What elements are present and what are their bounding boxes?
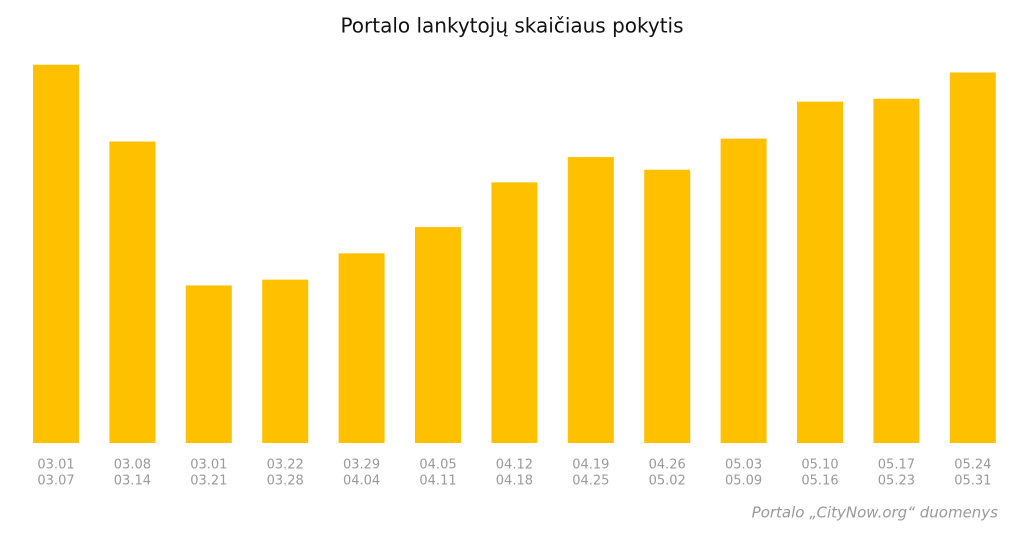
x-tick-label: 03.01 — [37, 458, 74, 473]
x-tick-label: 03.28 — [267, 474, 304, 489]
bar — [185, 285, 232, 443]
chart-title: Portalo lankytojų skaičiaus pokytis — [340, 14, 683, 38]
x-tick-label: 03.22 — [267, 458, 304, 473]
x-tick-label: 04.12 — [496, 458, 533, 473]
x-tick-label: 05.24 — [954, 458, 991, 473]
bar — [644, 169, 691, 444]
bar — [109, 141, 156, 443]
x-tick-label: 03.07 — [37, 474, 74, 489]
bar — [797, 101, 843, 443]
x-tick-label: 04.11 — [419, 474, 456, 489]
x-tick-label: 03.14 — [114, 474, 151, 489]
x-tick-label: 04.05 — [419, 458, 456, 473]
x-tick-label: 05.17 — [878, 458, 915, 473]
bar — [415, 227, 461, 443]
x-tick-label: 05.16 — [801, 474, 838, 489]
bar — [33, 64, 79, 443]
bar — [491, 182, 538, 443]
x-tick-label: 04.19 — [572, 458, 609, 473]
x-tick-label: 03.01 — [190, 458, 227, 473]
bar — [949, 72, 996, 443]
x-tick-label: 04.04 — [343, 474, 380, 489]
x-tick-label: 05.02 — [649, 474, 686, 489]
x-tick-label: 05.09 — [725, 474, 762, 489]
x-tick-label: 04.26 — [649, 458, 686, 473]
x-tick-label: 03.21 — [190, 474, 227, 489]
x-tick-label: 03.08 — [114, 458, 151, 473]
x-tick-label: 03.29 — [343, 458, 380, 473]
x-tick-label: 05.31 — [954, 474, 991, 489]
x-tick-label: 04.18 — [496, 474, 533, 489]
bar — [338, 253, 385, 443]
x-tick-label: 04.25 — [572, 474, 609, 489]
source-note: Portalo „CityNow.org“ duomenys — [752, 504, 999, 522]
x-tick-label: 05.10 — [801, 458, 838, 473]
bar — [567, 157, 614, 443]
bar — [873, 98, 920, 444]
bar — [720, 138, 767, 444]
x-tick-label: 05.03 — [725, 458, 762, 473]
x-tick-label: 05.23 — [878, 474, 915, 489]
bar — [262, 279, 309, 443]
